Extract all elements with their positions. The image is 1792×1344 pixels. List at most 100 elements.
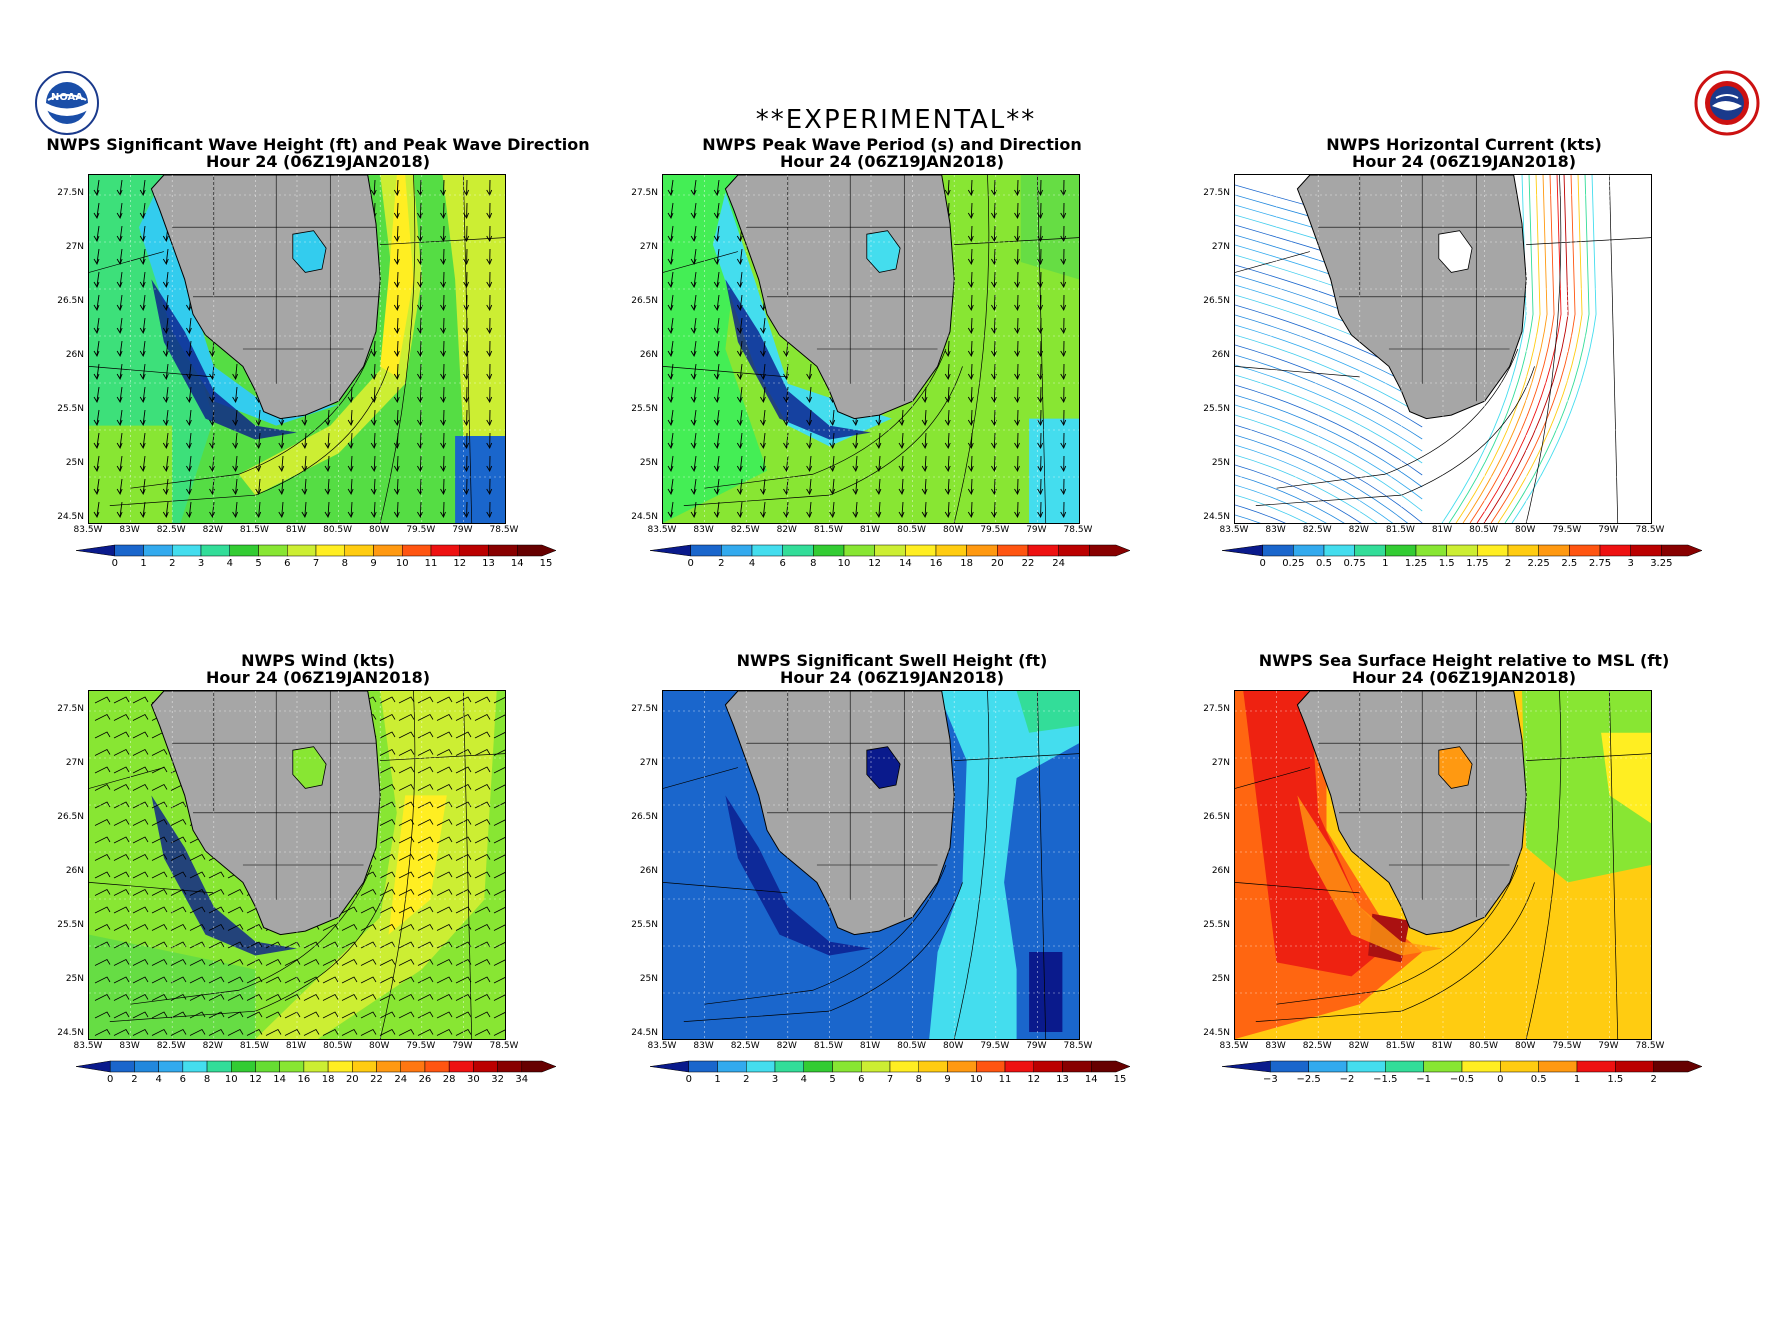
colorbar-label: 5	[255, 558, 262, 569]
lat-tick-label: 27.5N	[1203, 188, 1230, 198]
colorbar-swatch	[229, 544, 259, 557]
colorbar-swatch	[258, 544, 288, 557]
lat-tick-label: 27N	[1211, 242, 1230, 252]
colorbar-swatch	[1615, 1060, 1654, 1073]
colorbar-label: 3	[197, 558, 205, 569]
field-band	[929, 691, 1079, 1039]
lon-tick-label: 81W	[1431, 1041, 1453, 1051]
colorbar-swatch	[1538, 1060, 1578, 1073]
lon-tick-label: 80W	[1515, 1041, 1536, 1051]
colorbar-swatch	[1477, 544, 1509, 557]
lat-tick-label: 27.5N	[631, 188, 658, 198]
colorbar-label: 3	[1627, 558, 1634, 569]
lat-tick-label: 26N	[1211, 866, 1230, 876]
noaa-logo: NOAA	[34, 70, 100, 136]
colorbar-label: 0.75	[1343, 558, 1366, 569]
colorbar-swatch	[517, 544, 556, 557]
colorbar-swatch	[315, 544, 345, 557]
colorbar-swatch	[1091, 1060, 1130, 1073]
colorbar-swatch	[158, 1060, 184, 1073]
lon-tick-label: 82.5W	[156, 525, 186, 535]
panel-title: NWPS Significant Swell Height (ft) Hour 2…	[612, 652, 1172, 686]
colorbar-swatch	[287, 544, 317, 557]
colorbar-swatch	[1446, 544, 1478, 557]
colorbar-label: 6	[284, 558, 291, 569]
map-frame	[1234, 174, 1652, 524]
field-band	[663, 175, 767, 523]
lon-tick-label: 81W	[285, 525, 307, 535]
colorbar-swatch	[813, 544, 845, 557]
panel-swell: NWPS Significant Swell Height (ft) Hour 2…	[612, 652, 1172, 1152]
panel-subtitle-line: Hour 24 (06Z19JAN2018)	[779, 668, 1005, 687]
lon-tick-label: 82W	[776, 1041, 797, 1051]
lat-tick-label: 25N	[1211, 458, 1230, 468]
colorbar-swatch	[774, 1060, 804, 1073]
lon-tick-label: 82W	[202, 1041, 223, 1051]
panel-title-line: NWPS Wind (kts)	[241, 651, 395, 670]
lat-tick-label: 26.5N	[1203, 812, 1230, 822]
lat-tick-label: 25N	[65, 458, 84, 468]
colorbar-label: 12	[453, 558, 467, 569]
colorbar-label: 5	[829, 1074, 836, 1085]
colorbar-swatch	[1323, 544, 1355, 557]
grid-lines	[1235, 175, 1651, 523]
colorbar-label: 0	[1497, 1074, 1504, 1085]
panel-title: NWPS Horizontal Current (kts) Hour 24 (06…	[1184, 136, 1744, 170]
panel-title: NWPS Peak Wave Period (s) and Direction H…	[612, 136, 1172, 170]
coastal-band	[151, 795, 297, 956]
lon-tick-label: 82.5W	[730, 1041, 760, 1051]
colorbar-swatch	[947, 1060, 977, 1073]
colorbar-swatch	[650, 544, 691, 557]
colorbar-label: 4	[748, 558, 756, 569]
lon-tick-label: 81W	[859, 525, 881, 535]
lat-tick-label: 26.5N	[57, 296, 84, 306]
grid-lines	[1235, 691, 1651, 1039]
lon-tick-label: 80W	[369, 1041, 390, 1051]
colorbar-label: 13	[1056, 1074, 1069, 1085]
lon-tick-label: 81.5W	[239, 1041, 269, 1051]
colorbar-swatch	[650, 1060, 689, 1073]
lon-tick-label: 81W	[1431, 525, 1453, 535]
colorbar-label: 30	[466, 1074, 480, 1085]
lat-tick-label: 26.5N	[1203, 296, 1230, 306]
colorbar-label: 3	[771, 1074, 779, 1085]
colorbar-swatch	[861, 1060, 891, 1073]
lat-tick-label: 24.5N	[631, 1028, 658, 1038]
panel-period: NWPS Peak Wave Period (s) and Direction H…	[612, 136, 1172, 636]
map-svg	[1235, 175, 1651, 523]
marine-zones	[1235, 691, 1651, 1039]
lon-tick-label: 79W	[1026, 1041, 1047, 1051]
map-frame	[88, 690, 506, 1040]
colorbar-swatch	[1004, 1060, 1034, 1073]
colorbar-label: 16	[297, 1074, 311, 1085]
colorbar-label: 1	[1573, 1074, 1581, 1085]
colorbar-swatch	[889, 1060, 919, 1073]
lon-tick-label: 83.5W	[73, 1041, 103, 1051]
colorbar-swatch	[373, 544, 403, 557]
lake-okeechobee	[292, 230, 327, 273]
colorbar-swatch	[717, 1060, 747, 1073]
lake-okeechobee	[1438, 746, 1473, 789]
colorbar-label: 2.5	[1561, 558, 1578, 569]
lat-tick-label: 25.5N	[1203, 404, 1230, 414]
colorbar-label: 14	[273, 1074, 287, 1085]
colorbar-label: 15	[539, 558, 553, 569]
lon-tick-label: 83.5W	[1219, 1041, 1249, 1051]
lon-tick-label: 82.5W	[1302, 1041, 1332, 1051]
colorbar-swatch	[1569, 544, 1601, 557]
county-lines	[746, 691, 955, 918]
lat-tick-label: 25.5N	[57, 920, 84, 930]
colorbar-label: 4	[800, 1074, 807, 1085]
colorbar-swatch	[1089, 544, 1130, 557]
colorbar-swatch	[1653, 1060, 1702, 1073]
colorbar-swatch	[521, 1060, 556, 1073]
lon-tick-label: 82W	[1348, 525, 1369, 535]
colorbar-swatch	[1423, 1060, 1463, 1073]
lon-tick-label: 79W	[1026, 525, 1047, 535]
colorbar-swatch	[1385, 1060, 1424, 1073]
colorbar-swatch	[1062, 1060, 1092, 1073]
colorbar-label: 1.75	[1466, 558, 1489, 569]
coastal-band	[1297, 795, 1443, 956]
colorbar-label: 2	[169, 558, 176, 569]
colorbar-swatch	[303, 1060, 329, 1073]
